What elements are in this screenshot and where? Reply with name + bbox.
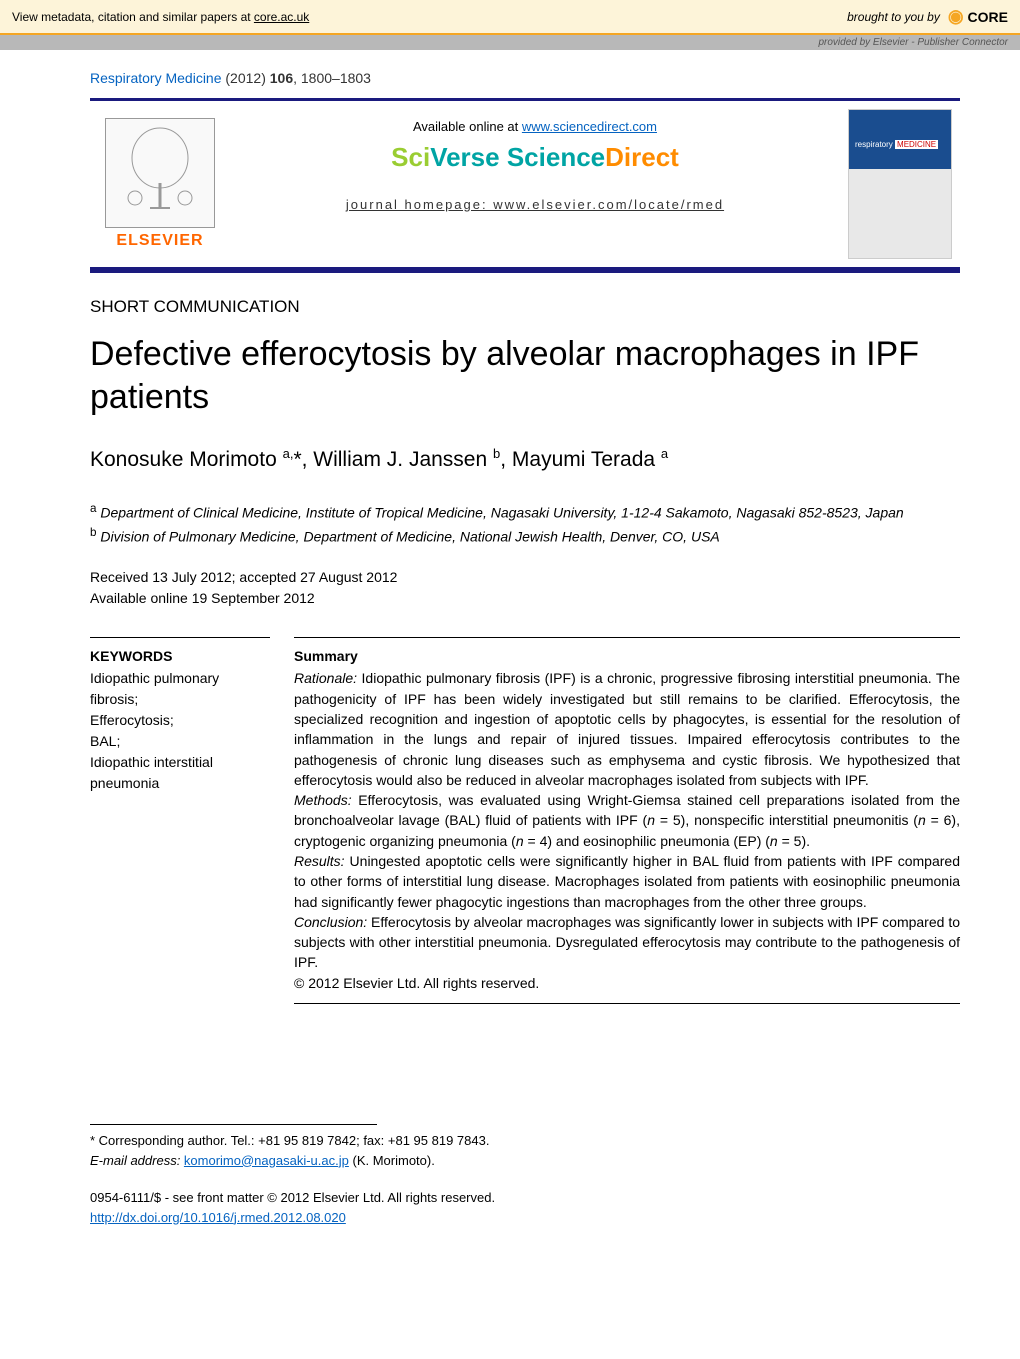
core-left-text: View metadata, citation and similar pape… — [12, 10, 254, 24]
section-label: SHORT COMMUNICATION — [90, 297, 960, 317]
email-link[interactable]: komorimo@nagasaki-u.ac.jp — [184, 1153, 349, 1168]
sciencedirect-link[interactable]: www.sciencedirect.com — [522, 119, 657, 134]
corresponding-author: * Corresponding author. Tel.: +81 95 819… — [90, 1131, 960, 1170]
elsevier-text: ELSEVIER — [116, 232, 203, 250]
email-label: E-mail address: — [90, 1153, 184, 1168]
elsevier-tree-icon — [105, 118, 215, 228]
summary-copyright: © 2012 Elsevier Ltd. All rights reserved… — [294, 975, 539, 991]
online-date: Available online 19 September 2012 — [90, 588, 960, 609]
affil-a-text: Department of Clinical Medicine, Institu… — [100, 505, 903, 521]
citation-pages: , 1800–1803 — [293, 70, 371, 86]
cover-resp: respiratory — [855, 140, 893, 149]
summary-title: Summary — [294, 648, 960, 664]
available-prefix: Available online at — [413, 119, 522, 134]
provided-by-bar: provided by Elsevier - Publisher Connect… — [0, 35, 1020, 50]
summary-results: Results: Uningested apoptotic cells were… — [294, 853, 960, 910]
keywords-title: KEYWORDS — [90, 648, 270, 664]
core-banner: View metadata, citation and similar pape… — [0, 0, 1020, 35]
summary-column: Summary Rationale: Idiopathic pulmonary … — [294, 637, 960, 1004]
sciverse-direct: Direct — [605, 142, 679, 172]
keywords-list: Idiopathic pulmonary fibrosis; Efferocyt… — [90, 668, 270, 794]
affiliations: a Department of Clinical Medicine, Insti… — [90, 500, 960, 547]
doi-link[interactable]: http://dx.doi.org/10.1016/j.rmed.2012.08… — [90, 1210, 346, 1225]
citation-year: (2012) — [225, 70, 265, 86]
page-container: Respiratory Medicine (2012) 106, 1800–18… — [0, 50, 1020, 1267]
core-banner-right: brought to you by ◉ CORE — [847, 6, 1008, 27]
journal-cover: respiratory MEDICINE — [840, 101, 960, 267]
brought-by-text: brought to you by — [847, 10, 940, 24]
issn-line: 0954-6111/$ - see front matter © 2012 El… — [90, 1188, 960, 1208]
core-link[interactable]: core.ac.uk — [254, 10, 309, 24]
copyright-footer: 0954-6111/$ - see front matter © 2012 El… — [90, 1188, 960, 1227]
summary-text: Rationale: Idiopathic pulmonary fibrosis… — [294, 668, 960, 993]
elsevier-logo-block: ELSEVIER — [90, 101, 230, 267]
article-title: Defective efferocytosis by alveolar macr… — [90, 333, 960, 418]
keywords-column: KEYWORDS Idiopathic pulmonary fibrosis; … — [90, 637, 270, 1004]
core-logo-text: CORE — [968, 9, 1008, 25]
summary-rationale: Rationale: Idiopathic pulmonary fibrosis… — [294, 670, 960, 787]
available-online: Available online at www.sciencedirect.co… — [240, 119, 830, 134]
summary-conclusion: Conclusion: Efferocytosis by alveolar ma… — [294, 914, 960, 971]
citation-line: Respiratory Medicine (2012) 106, 1800–18… — [90, 70, 960, 86]
citation-volume: 106 — [270, 70, 293, 86]
affiliation-b: b Division of Pulmonary Medicine, Depart… — [90, 524, 960, 548]
journal-name: Respiratory Medicine — [90, 70, 222, 86]
core-banner-left: View metadata, citation and similar pape… — [12, 10, 309, 24]
corresponding-label: * Corresponding author. Tel.: +81 95 819… — [90, 1131, 960, 1151]
affiliation-a: a Department of Clinical Medicine, Insti… — [90, 500, 960, 524]
cover-title: respiratory MEDICINE — [855, 140, 938, 149]
received-date: Received 13 July 2012; accepted 27 Augus… — [90, 567, 960, 588]
summary-methods: Methods: Efferocytosis, was evaluated us… — [294, 792, 960, 849]
dates: Received 13 July 2012; accepted 27 Augus… — [90, 567, 960, 609]
core-icon: ◉ — [948, 6, 964, 27]
sciverse-science: Science — [507, 142, 605, 172]
abstract-box: KEYWORDS Idiopathic pulmonary fibrosis; … — [90, 637, 960, 1004]
authors: Konosuke Morimoto a,*, William J. Jansse… — [90, 446, 960, 472]
corresponding-email-line: E-mail address: komorimo@nagasaki-u.ac.j… — [90, 1151, 960, 1171]
header-box: ELSEVIER Available online at www.science… — [90, 98, 960, 273]
cover-thumbnail: respiratory MEDICINE — [848, 109, 952, 259]
email-suffix: (K. Morimoto). — [352, 1153, 434, 1168]
core-logo: ◉ CORE — [948, 6, 1008, 27]
cover-med: MEDICINE — [895, 140, 938, 149]
sciverse-verse: Verse — [430, 142, 507, 172]
journal-homepage[interactable]: journal homepage: www.elsevier.com/locat… — [240, 197, 830, 212]
affil-b-text: Division of Pulmonary Medicine, Departme… — [100, 528, 719, 544]
sciverse-logo: SciVerse ScienceDirect — [240, 142, 830, 173]
footer-rule — [90, 1124, 377, 1125]
header-center: Available online at www.sciencedirect.co… — [230, 101, 840, 267]
sciverse-sci: Sci — [391, 142, 430, 172]
